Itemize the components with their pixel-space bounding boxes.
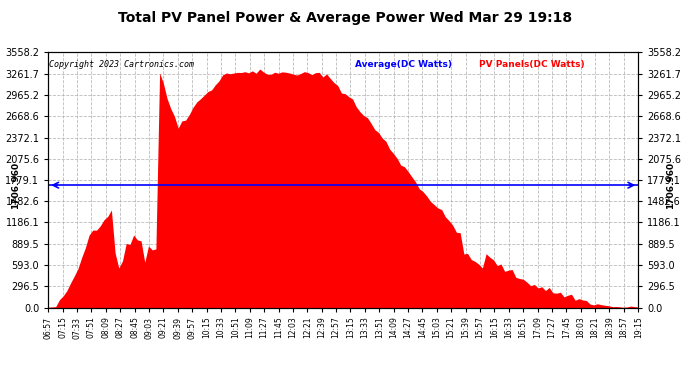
Text: 1706.960: 1706.960 [667, 162, 676, 209]
Text: Total PV Panel Power & Average Power Wed Mar 29 19:18: Total PV Panel Power & Average Power Wed… [118, 11, 572, 25]
Text: 1706.960: 1706.960 [11, 162, 20, 209]
Text: Average(DC Watts): Average(DC Watts) [355, 60, 452, 69]
Text: PV Panels(DC Watts): PV Panels(DC Watts) [479, 60, 584, 69]
Text: Copyright 2023 Cartronics.com: Copyright 2023 Cartronics.com [50, 60, 195, 69]
